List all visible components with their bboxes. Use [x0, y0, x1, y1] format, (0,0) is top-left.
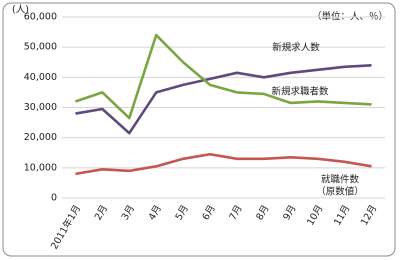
y-tick-label: 60,000 [24, 12, 57, 23]
series-line [75, 63, 372, 135]
y-tick-label: 10,000 [24, 162, 57, 173]
series-line [75, 152, 372, 176]
unit-left: (人) [12, 5, 29, 16]
y-tick-label: 0 [51, 193, 57, 204]
y-tick-label: 20,000 [24, 132, 57, 143]
y-tick-label: 30,000 [24, 102, 57, 113]
chart-frame [2, 2, 396, 257]
y-tick-label: 40,000 [24, 72, 57, 83]
series-line [75, 33, 372, 120]
y-tick-label: 50,000 [24, 42, 57, 53]
series-label: 就職件数 [321, 174, 360, 186]
series-sublabel: （原数値） [316, 186, 364, 198]
series-label: 新規求人数 [272, 42, 320, 54]
series-label: 新規求職者数 [271, 86, 329, 98]
